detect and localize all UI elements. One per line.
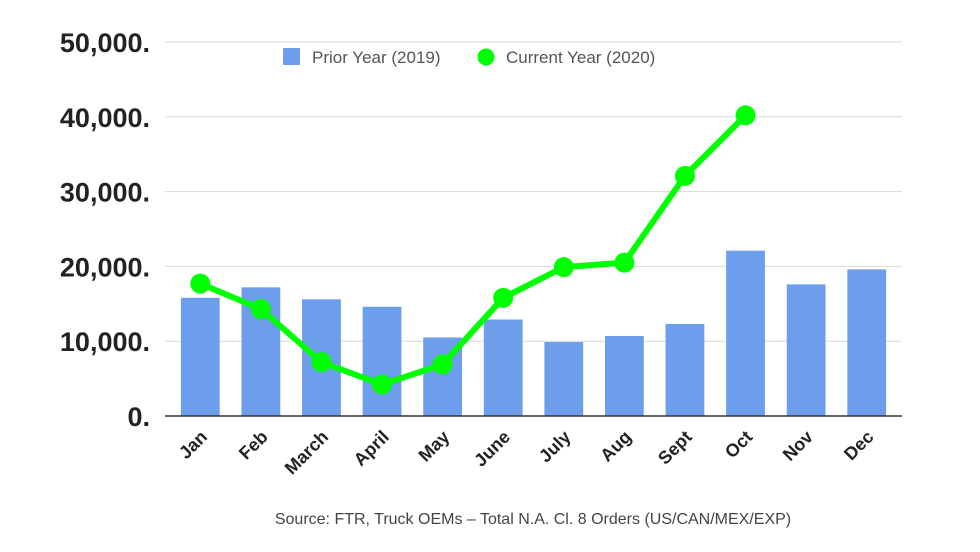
point-current-year-sept — [674, 165, 695, 186]
point-current-year-may — [432, 354, 453, 375]
x-tick-label: April — [350, 427, 393, 470]
x-tick-label: March — [281, 427, 333, 479]
point-current-year-oct — [735, 105, 756, 126]
x-tick-label: Oct — [721, 427, 756, 462]
bar-prior-year-dec — [847, 269, 887, 416]
x-tick-label: May — [415, 427, 454, 466]
bar-prior-year-oct — [726, 250, 765, 416]
legend-swatch-prior-year — [283, 48, 300, 65]
bar-prior-year-april — [362, 306, 402, 416]
y-axis-tick-labels: 0. 10,000. 20,000. 30,000. 40,000. 50,000. — [60, 28, 150, 432]
x-tick-label: Dec — [840, 427, 877, 464]
legend-marker-current-year — [477, 48, 495, 66]
point-current-year-july — [553, 257, 574, 278]
bar-prior-year-jan — [180, 297, 220, 416]
x-axis-tick-labels: Jan Feb March April May June July Aug Sept Oct Nov… — [175, 427, 878, 479]
x-tick-label: Feb — [235, 427, 272, 464]
y-tick-label: 0. — [127, 402, 150, 432]
legend: Prior Year (2019) Current Year (2020) — [283, 48, 655, 67]
bar-prior-year-aug — [604, 335, 644, 416]
bar-prior-year-sept — [665, 323, 705, 416]
y-tick-label: 50,000. — [60, 28, 150, 58]
point-current-year-april — [372, 374, 393, 395]
y-tick-label: 40,000. — [60, 103, 150, 133]
point-current-year-jan — [190, 273, 211, 294]
bar-prior-year-june — [483, 319, 523, 416]
y-tick-label: 20,000. — [60, 252, 150, 282]
source-note: Source: FTR, Truck OEMs – Total N.A. Cl.… — [275, 511, 791, 528]
bar-prior-year-july — [544, 341, 584, 416]
bar-prior-year-nov — [786, 284, 826, 416]
x-tick-label: Sept — [654, 427, 696, 469]
legend-label-prior-year: Prior Year (2019) — [312, 48, 441, 67]
point-current-year-june — [493, 287, 514, 308]
x-tick-label: July — [535, 427, 575, 467]
x-tick-label: Aug — [596, 427, 635, 466]
y-tick-label: 10,000. — [60, 327, 150, 357]
x-tick-label: June — [470, 427, 514, 471]
y-tick-label: 30,000. — [60, 178, 150, 208]
point-current-year-aug — [614, 252, 635, 273]
current-year-line-series — [190, 105, 756, 395]
legend-label-current-year: Current Year (2020) — [506, 48, 655, 67]
x-tick-label: Nov — [779, 427, 817, 465]
line-current-year — [197, 112, 749, 388]
point-current-year-feb — [250, 299, 271, 320]
x-tick-label: Jan — [175, 427, 211, 463]
gridlines — [165, 41, 902, 342]
point-current-year-march — [311, 352, 332, 373]
